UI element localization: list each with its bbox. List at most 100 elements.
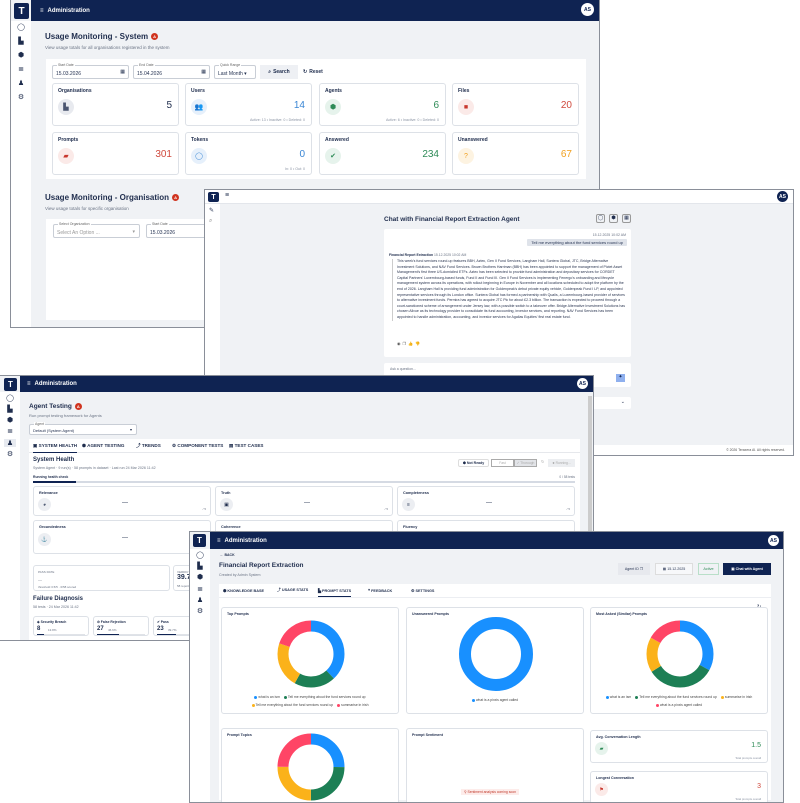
- donut-slice[interactable]: [646, 620, 714, 688]
- failure-value: 8: [37, 626, 41, 632]
- donut-slice[interactable]: [277, 733, 345, 801]
- legend-swatch: [720, 695, 724, 699]
- speaker-icon[interactable]: ◉: [397, 341, 403, 346]
- agent-icon[interactable]: ⬢: [609, 214, 618, 223]
- avatar[interactable]: AS: [777, 191, 788, 202]
- tab-knowledge-base[interactable]: ⬢ KNOWLEDGE BASE: [223, 589, 265, 593]
- legend-item[interactable]: what is an ism: [254, 695, 280, 700]
- legend-item[interactable]: what is a pixxis agent called: [471, 698, 518, 703]
- calendar-icon[interactable]: ▦: [120, 69, 125, 75]
- reset-chat-icon[interactable]: ◯: [596, 214, 605, 223]
- tab-feedback[interactable]: ❝ FEEDBACK: [368, 589, 393, 593]
- search-button[interactable]: ⌕ Search: [260, 65, 298, 79]
- legend-item[interactable]: Tell me everything about the fund servic…: [635, 695, 717, 700]
- refresh-icon[interactable]: ↻: [541, 459, 545, 464]
- logo[interactable]: T: [4, 378, 17, 391]
- failure-card[interactable]: ⊘ False Rejection 27 46.6%: [93, 616, 149, 636]
- layout-icon[interactable]: ▦: [622, 214, 631, 223]
- scrollbar[interactable]: [588, 396, 592, 636]
- logo[interactable]: T: [208, 192, 219, 202]
- legend-swatch: [471, 699, 475, 702]
- tab-test-cases[interactable]: ▤ TEST CASES: [229, 443, 264, 448]
- avatar[interactable]: AS: [581, 3, 594, 16]
- dashboard-icon[interactable]: ◯: [6, 395, 14, 402]
- running-button[interactable]: ⧗ Running...: [548, 459, 575, 467]
- legend-item[interactable]: what is an ism: [605, 695, 631, 700]
- testing-icon[interactable]: ♟: [17, 80, 25, 87]
- search-icon[interactable]: ⌕: [209, 218, 213, 224]
- menu-icon[interactable]: ≡: [225, 192, 230, 199]
- failure-card[interactable]: ◈ Security Breach 8 13.8%: [33, 616, 89, 636]
- testing-icon[interactable]: ♟: [4, 439, 16, 447]
- list-icon[interactable]: ≣: [197, 586, 203, 593]
- tab-settings[interactable]: ⚙ SETTINGS: [411, 589, 435, 593]
- legend-item[interactable]: summarise in irish: [337, 703, 368, 708]
- org-select-placeholder: Select An Option ...: [57, 230, 100, 236]
- quick-range-select[interactable]: Quick Range Last Month ▾: [214, 63, 256, 79]
- collapsed-dropdown[interactable]: ⌄: [585, 397, 631, 409]
- list-icon[interactable]: ≣: [7, 428, 13, 435]
- legend-item[interactable]: Tell me everything about the fund servic…: [251, 703, 333, 708]
- avatar[interactable]: AS: [768, 535, 779, 546]
- sentiment-message: ⚲ Sentiment analysis coming soon: [461, 789, 520, 795]
- menu-icon[interactable]: ≡: [27, 381, 31, 387]
- logo[interactable]: T: [193, 534, 206, 547]
- legend-item[interactable]: Tell me everything about the fund servic…: [283, 695, 366, 700]
- legend-item[interactable]: summarise in irish: [720, 695, 752, 700]
- tab-usage-stats[interactable]: ⤴ USAGE STATS: [277, 588, 309, 592]
- donut-slice[interactable]: [459, 617, 533, 691]
- copy-icon[interactable]: ❐: [402, 341, 409, 346]
- avatar[interactable]: AS: [577, 378, 588, 389]
- organization-select[interactable]: Select Organization Select An Option ... ▾: [53, 222, 140, 238]
- donut-slice[interactable]: [646, 620, 714, 688]
- tab-prompt-stats[interactable]: ▙ PROMPT STATS: [318, 588, 352, 597]
- organisations-icon[interactable]: ▙: [7, 406, 13, 413]
- donut-slice[interactable]: [277, 733, 345, 801]
- thorough-toggle[interactable]: ✓ Thorough: [514, 459, 537, 467]
- logo[interactable]: T: [14, 3, 29, 19]
- tab-agent-testing[interactable]: ⬢ AGENT TESTING: [82, 443, 125, 448]
- agents-icon[interactable]: ⬢: [6, 417, 14, 424]
- list-icon[interactable]: ≣: [18, 66, 24, 73]
- thumbs-up-icon[interactable]: 👍: [408, 341, 416, 346]
- start-date-field[interactable]: Start Date 15.03.2026 ▦: [52, 63, 129, 79]
- menu-icon[interactable]: ≡: [40, 7, 44, 14]
- org-start-date-field[interactable]: Start Date 15.03.2026: [146, 222, 216, 238]
- testing-icon[interactable]: ♟: [196, 597, 204, 604]
- calendar-icon[interactable]: ▦: [201, 69, 206, 75]
- dashboard-icon[interactable]: ◯: [17, 24, 25, 31]
- agents-icon[interactable]: ⬢: [17, 52, 25, 59]
- org-section-title: Usage Monitoring - Organisation A: [45, 193, 180, 202]
- thumbs-down-icon[interactable]: 👎: [415, 341, 423, 346]
- pencil-icon[interactable]: ✎: [209, 208, 215, 214]
- chat-with-agent-button[interactable]: ▣ Chat with Agent: [723, 563, 771, 575]
- end-date-field[interactable]: End Date 15.04.2026 ▦: [133, 63, 210, 79]
- agent-select-value: Default (System Agent): [33, 428, 75, 433]
- donut-slice[interactable]: [646, 620, 714, 688]
- prompt-sentiment-card: Prompt Sentiment ⚲ Sentiment analysis com…: [406, 728, 584, 802]
- tab-component-tests[interactable]: ⚙ COMPONENT TESTS: [172, 443, 224, 448]
- tab-system-health[interactable]: ▣ SYSTEM HEALTH: [33, 443, 78, 453]
- organisations-icon[interactable]: ▙: [197, 563, 203, 570]
- donut-slice[interactable]: [277, 620, 345, 688]
- settings-icon[interactable]: ⚙: [17, 94, 25, 101]
- donut-slice[interactable]: [277, 620, 345, 688]
- donut-slice[interactable]: [277, 733, 345, 801]
- dashboard-icon[interactable]: ◯: [196, 552, 204, 559]
- back-link[interactable]: ← BACK: [220, 553, 235, 557]
- agent-select[interactable]: Agent Default (System Agent) ▾: [29, 422, 137, 435]
- fast-toggle[interactable]: Fast: [491, 459, 514, 467]
- donut-slice[interactable]: [277, 620, 345, 688]
- legend-item[interactable]: what is a pixxis agent called: [655, 703, 702, 708]
- organisations-icon[interactable]: ▙: [18, 38, 24, 45]
- send-button[interactable]: ✦: [616, 374, 625, 382]
- reset-button[interactable]: ↻ Reset: [303, 65, 331, 79]
- failure-label-text: Pass: [160, 620, 169, 624]
- user-message: Tell me everything about the fund servic…: [527, 239, 627, 246]
- tab-trends[interactable]: ⤴ TRENDS: [136, 443, 161, 448]
- settings-icon[interactable]: ⚙: [196, 608, 204, 615]
- menu-icon[interactable]: ≡: [217, 537, 221, 544]
- agents-icon[interactable]: ⬢: [196, 574, 204, 581]
- agent-id-button[interactable]: Agent ID ❐: [618, 563, 650, 575]
- settings-icon[interactable]: ⚙: [6, 451, 14, 458]
